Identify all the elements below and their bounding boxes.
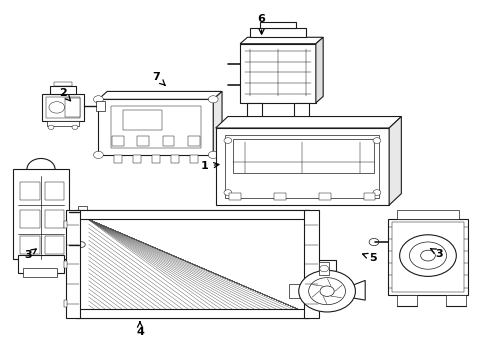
Circle shape <box>420 250 435 261</box>
Bar <box>13 169 69 259</box>
Bar <box>397 295 417 306</box>
Polygon shape <box>213 91 222 155</box>
Bar <box>260 22 296 28</box>
Polygon shape <box>216 117 401 128</box>
Circle shape <box>48 125 54 130</box>
Bar <box>216 128 389 205</box>
Bar <box>319 262 329 275</box>
Circle shape <box>208 96 218 103</box>
Bar <box>388 220 468 295</box>
Polygon shape <box>98 91 222 99</box>
Circle shape <box>224 190 232 195</box>
Text: 7: 7 <box>152 72 165 85</box>
Bar <box>392 222 465 292</box>
Bar <box>20 211 40 228</box>
Bar <box>163 136 174 146</box>
Circle shape <box>208 151 218 158</box>
Circle shape <box>224 138 232 143</box>
Bar <box>274 193 286 200</box>
Text: 1: 1 <box>201 161 219 171</box>
Polygon shape <box>389 117 401 205</box>
Circle shape <box>49 102 65 113</box>
Bar <box>318 260 336 271</box>
Bar <box>137 136 149 146</box>
Text: 3: 3 <box>430 248 443 258</box>
Polygon shape <box>240 37 323 44</box>
Bar <box>294 103 309 119</box>
Bar <box>229 193 241 200</box>
Bar <box>23 268 57 277</box>
Bar <box>76 211 309 318</box>
Bar <box>20 182 40 200</box>
Bar <box>289 284 300 298</box>
Bar <box>45 182 64 200</box>
Bar <box>233 139 374 173</box>
Circle shape <box>72 125 78 130</box>
Bar <box>65 98 79 117</box>
Polygon shape <box>316 37 323 103</box>
Bar <box>171 155 179 163</box>
Bar <box>46 97 80 118</box>
Text: 3: 3 <box>24 249 36 260</box>
Bar <box>20 235 40 253</box>
Bar <box>190 155 197 163</box>
Circle shape <box>94 151 103 158</box>
Circle shape <box>299 270 355 312</box>
Text: 4: 4 <box>136 322 144 337</box>
Bar <box>49 86 76 94</box>
Bar <box>42 94 84 121</box>
Text: 6: 6 <box>258 14 266 34</box>
Bar <box>98 99 213 155</box>
Bar <box>76 309 309 318</box>
Circle shape <box>309 278 345 305</box>
Bar <box>123 110 162 130</box>
Bar <box>64 221 67 228</box>
Bar <box>397 211 459 220</box>
Bar <box>304 211 319 318</box>
Bar <box>96 101 105 111</box>
Bar <box>64 300 67 307</box>
Bar <box>247 103 262 119</box>
Bar <box>133 155 141 163</box>
Bar <box>364 193 375 200</box>
Bar <box>54 82 72 86</box>
Bar <box>45 211 64 228</box>
Text: 5: 5 <box>363 253 377 263</box>
Bar <box>319 193 331 200</box>
Bar <box>114 155 122 163</box>
Bar <box>112 136 124 146</box>
Circle shape <box>373 138 381 143</box>
Bar <box>225 135 379 198</box>
Bar <box>246 117 264 123</box>
Circle shape <box>373 190 381 195</box>
Bar <box>293 117 310 123</box>
Bar <box>45 235 64 253</box>
Bar <box>18 255 64 273</box>
Circle shape <box>94 96 103 103</box>
Circle shape <box>77 242 85 247</box>
Polygon shape <box>351 280 365 300</box>
Bar <box>64 261 67 268</box>
Bar <box>446 295 466 306</box>
Bar <box>250 28 306 37</box>
Bar <box>66 211 80 318</box>
Bar <box>188 136 199 146</box>
Bar <box>240 44 316 103</box>
Bar <box>76 211 309 318</box>
Circle shape <box>320 265 329 272</box>
Bar <box>47 121 79 126</box>
Circle shape <box>320 286 334 296</box>
Bar <box>76 211 309 220</box>
Text: 2: 2 <box>59 88 71 101</box>
Circle shape <box>410 242 446 269</box>
Bar <box>152 155 160 163</box>
Circle shape <box>369 238 379 246</box>
Bar <box>111 107 201 148</box>
Bar <box>78 206 87 215</box>
Circle shape <box>400 235 456 276</box>
